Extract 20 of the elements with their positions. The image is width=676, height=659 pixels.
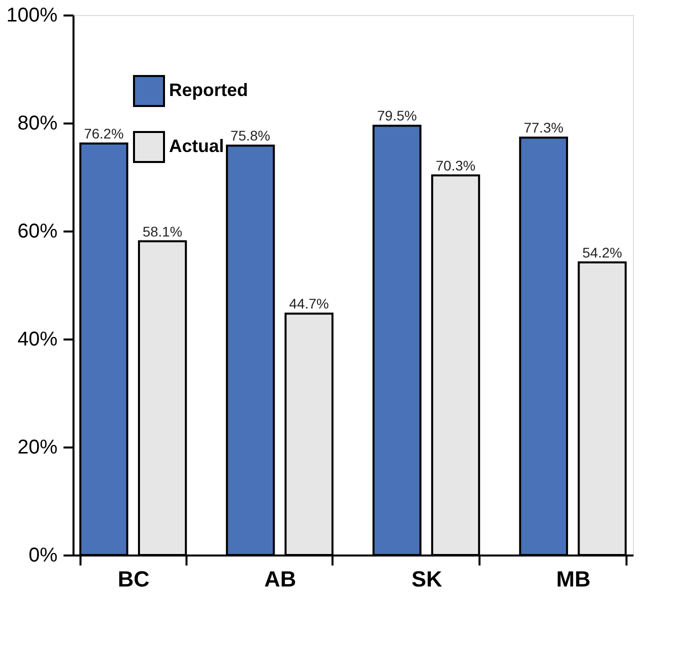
data-label: 75.8%: [230, 128, 270, 144]
data-label: 58.1%: [142, 223, 182, 240]
x-tick-label: MB: [556, 566, 591, 592]
data-label: 77.3%: [524, 120, 564, 136]
legend-label: Actual: [169, 136, 224, 156]
x-tick-label: BC: [118, 566, 150, 592]
x-tick-label: AB: [264, 566, 296, 592]
y-tick-label: 60%: [17, 220, 58, 242]
data-label: 44.7%: [289, 296, 329, 312]
y-tick-label: 80%: [17, 112, 58, 134]
y-tick-label: 40%: [17, 328, 58, 350]
x-tick-label: SK: [412, 566, 442, 592]
y-tick-label: 100%: [6, 4, 58, 26]
data-label: 76.2%: [84, 126, 124, 142]
legend-label: Reported: [169, 80, 248, 100]
y-tick-label: 0%: [28, 544, 58, 566]
data-label: 79.5%: [377, 108, 417, 124]
y-tick-label: 20%: [17, 436, 58, 458]
data-label: 54.2%: [582, 244, 622, 260]
data-label: 70.3%: [436, 157, 476, 174]
